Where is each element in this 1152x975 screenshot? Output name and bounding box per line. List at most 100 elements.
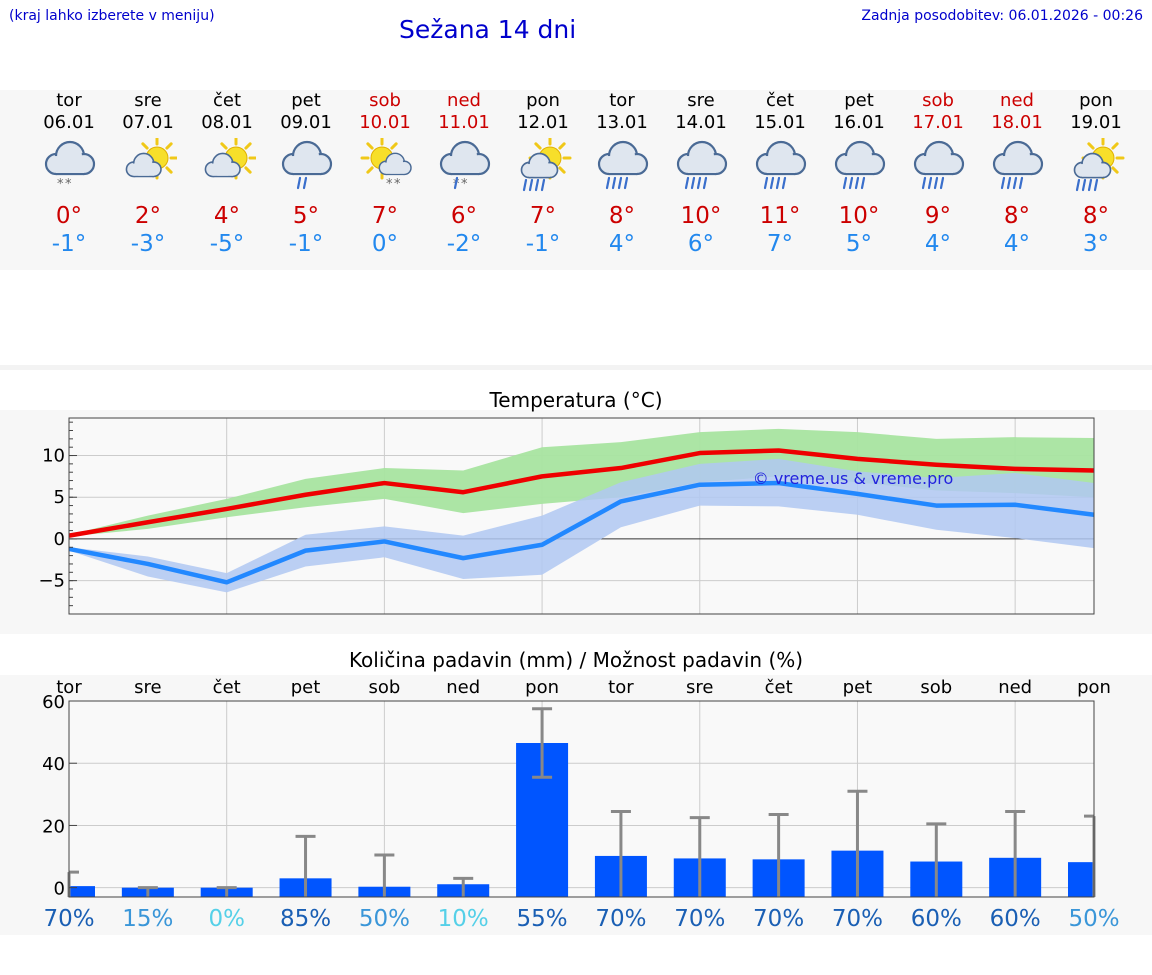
temp-max: 10° xyxy=(680,203,722,229)
snow-flakes: ** xyxy=(386,177,401,192)
y-tick-label: 0 xyxy=(54,529,65,550)
day-name: čet xyxy=(212,90,242,111)
temp-max: 9° xyxy=(924,203,952,229)
temp-min: 3° xyxy=(1082,231,1110,257)
daily-forecast-strip: tor 06.01 * * 0° -1° sre 07.01 2° -3° čet 08.01 4° -5… xyxy=(0,90,1152,270)
forecast-day: sre 07.01 2° -3° xyxy=(109,90,188,258)
day-date: 16.01 xyxy=(833,112,885,133)
cloud-shape xyxy=(676,140,728,176)
y-tick-label: 10 xyxy=(42,446,65,467)
day-date: 06.01 xyxy=(43,112,95,133)
temp-max: 7° xyxy=(371,203,399,229)
day-name: pon xyxy=(526,90,560,111)
cloud-heavy-rain-icon xyxy=(992,140,1044,190)
day-name: tor xyxy=(56,90,82,111)
day-date: 13.01 xyxy=(596,112,648,133)
sun-cloud-heavy-rain-icon xyxy=(1073,138,1125,192)
probability-label: 70% xyxy=(832,906,883,932)
category-label: pet xyxy=(291,677,321,698)
y-tick-label: 40 xyxy=(42,754,65,775)
temp-max: 8° xyxy=(608,203,636,229)
min-temp-line xyxy=(68,480,1095,585)
probability-label: 70% xyxy=(595,906,646,932)
cloud-snow-icon: * * xyxy=(44,140,96,192)
day-date: 10.01 xyxy=(359,112,411,133)
cloud-heavy-rain-icon xyxy=(834,140,886,190)
cloud-shape xyxy=(992,140,1044,176)
rain-drops xyxy=(296,176,308,190)
day-name: sob xyxy=(922,90,954,111)
category-label: sre xyxy=(134,677,161,698)
forecast-day: sob 10.01 * * 7° 0° xyxy=(346,90,425,258)
category-label: tor xyxy=(56,677,82,698)
cloud-shape xyxy=(44,140,96,176)
rain-drops xyxy=(1000,176,1024,190)
category-label: sob xyxy=(368,677,400,698)
forecast-day: čet 15.01 11° 7° xyxy=(741,90,820,258)
cloud-shape xyxy=(439,140,491,176)
rain-drops xyxy=(453,176,459,190)
temp-min: 7° xyxy=(766,231,794,257)
forecast-day: pet 16.01 10° 5° xyxy=(820,90,899,258)
temp-min: -2° xyxy=(446,231,482,257)
temp-min: 4° xyxy=(924,231,952,257)
page-title: Sežana 14 dni xyxy=(399,15,577,44)
y-tick-label: 20 xyxy=(42,816,65,837)
day-name: ned xyxy=(1000,90,1034,111)
probability-label: 50% xyxy=(359,906,410,932)
category-label: pet xyxy=(843,677,873,698)
day-name: sob xyxy=(369,90,401,111)
category-label: ned xyxy=(446,677,480,698)
y-tick-label: 60 xyxy=(42,692,65,713)
temp-min: 4° xyxy=(608,231,636,257)
cloud-shape xyxy=(755,140,807,176)
temp-max: 6° xyxy=(450,203,478,229)
cloud-shape xyxy=(834,140,886,176)
precipitation-chart: tor sre čet pet sob ned pon tor sre čet pet sob ned p… xyxy=(42,677,1119,932)
plot-frame xyxy=(68,417,1095,615)
probability-label: 55% xyxy=(517,906,568,932)
temp-max: 11° xyxy=(759,203,801,229)
temp-max: 4° xyxy=(213,203,241,229)
header-menu-hint[interactable]: (kraj lahko izberete v meniju) xyxy=(9,8,215,24)
cloud-sleet-icon: ** xyxy=(439,140,491,192)
rain-drops xyxy=(921,176,945,190)
day-date: 17.01 xyxy=(912,112,964,133)
temp-min: -1° xyxy=(525,231,561,257)
svg-text:*: * xyxy=(65,177,72,192)
temp-min: -1° xyxy=(51,231,87,257)
forecast-day: ned 18.01 8° 4° xyxy=(978,90,1057,258)
forecast-day: tor 06.01 * * 0° -1° xyxy=(30,90,109,258)
day-date: 19.01 xyxy=(1070,112,1122,133)
plot-frame xyxy=(68,700,1095,898)
svg-text:*: * xyxy=(461,177,468,192)
temp-max: 8° xyxy=(1082,203,1110,229)
rain-drops xyxy=(522,178,546,192)
cloud-shape xyxy=(125,152,162,178)
temp-min: 4° xyxy=(1003,231,1031,257)
category-label: tor xyxy=(608,677,634,698)
cloud-shape xyxy=(520,152,559,179)
temperature-chart: © vreme.us & vreme.pro −5 0 5 10 xyxy=(38,417,1095,615)
svg-text:*: * xyxy=(57,177,64,192)
svg-text:*: * xyxy=(394,177,401,192)
day-date: 18.01 xyxy=(991,112,1043,133)
temperature-chart-title: Temperatura (°C) xyxy=(489,388,663,412)
probability-label: 50% xyxy=(1068,906,1119,932)
separator xyxy=(0,365,1152,370)
probability-label: 0% xyxy=(208,906,245,932)
category-label: ned xyxy=(998,677,1032,698)
category-label: sob xyxy=(920,677,952,698)
precipitation-chart-title: Količina padavin (mm) / Možnost padavin … xyxy=(348,648,804,672)
sun-cloud-heavy-rain-icon xyxy=(520,138,572,192)
rain-drops xyxy=(684,176,708,190)
day-name: pet xyxy=(844,90,874,111)
forecast-day: pet 09.01 5° -1° xyxy=(267,90,346,258)
forecast-day: tor 13.01 8° 4° xyxy=(583,90,662,258)
category-label: sre xyxy=(686,677,713,698)
day-name: pon xyxy=(1079,90,1113,111)
day-name: čet xyxy=(765,90,795,111)
temp-max: 0° xyxy=(55,203,83,229)
probability-label: 60% xyxy=(990,906,1041,932)
